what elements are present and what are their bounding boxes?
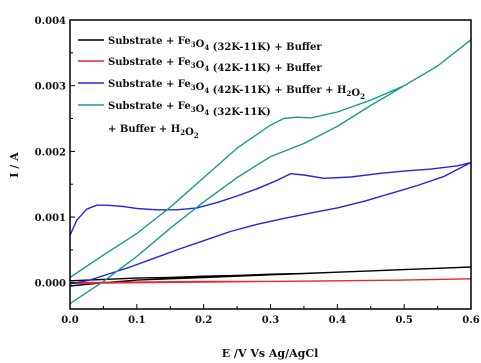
x-tick-label: 0.2 [195, 315, 212, 326]
x-axis-label: E /V Vs Ag/AgCl [222, 347, 319, 360]
x-tick-label: 0.6 [462, 315, 479, 326]
legend-label-0: Substrate + Fe3O4 (32K-11K) + Buffer [108, 36, 322, 53]
legend-label-3: Substrate + Fe3O4 (32K-11K) [108, 101, 271, 118]
y-tick-label: 0.002 [35, 147, 66, 158]
tick-labels: 0.0 0.1 0.2 0.3 0.4 0.5 0.6 0.000 0.001 0.002 0.00… [35, 16, 480, 326]
legend-label-2: Substrate + Fe3O4 (42K-11K) + Buffer + H… [108, 79, 365, 101]
y-tick-label: 0.004 [35, 16, 66, 27]
series-line-2 [69, 161, 472, 285]
series-line-3 [69, 39, 472, 305]
x-tick-label: 0.3 [262, 315, 279, 326]
y-axis-label: I / A [8, 152, 21, 178]
x-tick-label: 0.1 [128, 315, 145, 326]
axis-ticks [69, 19, 472, 309]
x-tick-label: 0.0 [61, 315, 78, 326]
y-tick-label: 0.001 [35, 213, 66, 224]
y-tick-label: 0.000 [35, 279, 66, 290]
legend-label-3-line2: + Buffer + H2O2 [108, 124, 199, 140]
legend: Substrate + Fe3O4 (32K-11K) + Buffer Subs… [78, 36, 365, 140]
y-tick-label: 0.003 [35, 82, 66, 93]
legend-label-1: Substrate + Fe3O4 (42K-11K) + Buffer [108, 57, 322, 74]
x-tick-label: 0.4 [329, 315, 346, 326]
x-tick-label: 0.5 [395, 315, 412, 326]
